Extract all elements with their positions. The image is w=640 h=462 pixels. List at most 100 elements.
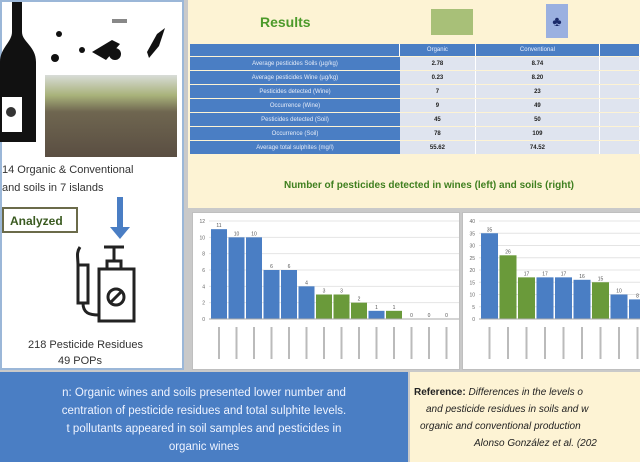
data-label: 17	[542, 271, 548, 277]
table-row: Occurrence (Soil) 78 109	[190, 127, 640, 140]
table-cell	[600, 71, 640, 84]
results-panel: Results ♣ Organic Conventional Average pe…	[188, 0, 640, 208]
row-label: Occurrence (Soil)	[190, 127, 400, 140]
table-row: Average total sulphites (mg/l) 55.62 74.52	[190, 141, 640, 154]
table-cell: 9	[400, 99, 476, 112]
table-cell	[600, 127, 640, 140]
column-header	[190, 44, 400, 56]
data-label: 15	[598, 276, 604, 282]
bar	[536, 277, 554, 319]
table-row: Occurrence (Wine) 9 49	[190, 99, 640, 112]
results-table: Organic Conventional Average pesticides S…	[190, 43, 640, 155]
conclusion-line: centration of pesticide residues and tot…	[61, 405, 347, 417]
column-header: Conventional	[475, 44, 600, 56]
bar	[368, 310, 385, 319]
y-tick-label: 2	[202, 301, 205, 307]
table-cell: 8.20	[475, 71, 600, 84]
samples-text: 14 Organic & Conventional	[2, 164, 134, 176]
table-cell: 78	[400, 127, 476, 140]
wine-bottle-icon	[0, 2, 36, 142]
row-label: Average pesticides Soils (µg/kg)	[190, 57, 400, 70]
reference-box: Reference: Differences in the levels o a…	[410, 372, 640, 462]
conclusion-line: organic wines	[168, 441, 240, 453]
bar	[629, 299, 640, 319]
bar	[481, 233, 498, 319]
table-cell	[600, 85, 640, 98]
bar	[499, 255, 517, 319]
table-cell: 7	[400, 85, 476, 98]
samples-text-2: and soils in 7 islands	[2, 182, 104, 194]
reference-line: and pesticide residues in soils and w	[426, 404, 589, 415]
row-label: Occurrence (Wine)	[190, 99, 400, 112]
table-row: Average pesticides Soils (µg/kg) 2.78 8.74	[190, 57, 640, 70]
pops-count: 49 POPs	[58, 355, 103, 367]
data-label: 0	[428, 313, 431, 319]
table-cell	[600, 99, 640, 112]
vineyard-photo	[45, 75, 177, 157]
y-tick-label: 30	[469, 244, 475, 250]
column-header	[600, 44, 640, 56]
data-label: 4	[305, 280, 308, 286]
data-label: 35	[487, 227, 493, 233]
y-tick-label: 35	[469, 231, 475, 237]
table-cell	[600, 113, 640, 126]
grape-logo: ♣	[546, 4, 568, 38]
residues-count: 218 Pesticide Residues	[28, 339, 143, 351]
data-label: 10	[616, 289, 622, 295]
table-cell: 2.78	[400, 57, 476, 70]
reference-line: organic and conventional production	[420, 421, 581, 432]
bar	[518, 277, 535, 319]
conclusion-line: n: Organic wines and soils presented low…	[62, 387, 346, 399]
data-label: 1	[393, 305, 396, 311]
data-label: 6	[270, 264, 273, 270]
y-tick-label: 8	[202, 252, 205, 258]
data-label: 10	[234, 231, 240, 237]
data-label: 10	[251, 231, 257, 237]
data-label: 2	[358, 297, 361, 303]
data-label: 1	[375, 305, 378, 311]
bar	[228, 237, 245, 319]
y-tick-label: 15	[469, 280, 475, 286]
data-label: 26	[505, 249, 511, 255]
table-cell: 8.74	[475, 57, 600, 70]
bar	[281, 270, 297, 319]
arrow-down-icon	[110, 197, 130, 239]
y-tick-label: 40	[469, 219, 475, 225]
bar	[351, 302, 367, 319]
y-tick-label: 10	[199, 235, 205, 241]
reference-label: Reference:	[414, 387, 466, 398]
data-label: 3	[323, 289, 326, 295]
bar	[573, 279, 591, 319]
conclusion-line: t pollutants appeared in soil samples an…	[66, 423, 342, 435]
y-tick-label: 10	[469, 293, 475, 299]
table-cell: 109	[475, 127, 600, 140]
table-cell: 49	[475, 99, 600, 112]
data-label: 17	[524, 271, 530, 277]
bar	[592, 282, 609, 319]
pesticide-sprayer-icon	[76, 245, 136, 323]
row-label: Pesticides detected (Soil)	[190, 113, 400, 126]
table-cell: 0.23	[400, 71, 476, 84]
bar	[211, 229, 227, 319]
row-label: Average pesticides Wine (µg/kg)	[190, 71, 400, 84]
canary-islands-map	[51, 19, 165, 62]
table-cell: 45	[400, 113, 476, 126]
bar	[386, 310, 402, 319]
bar	[246, 237, 262, 319]
methods-panel: 14 Organic & Conventional and soils in 7…	[0, 0, 184, 370]
chart-title: Number of pesticides detected in wines (…	[283, 180, 575, 191]
y-tick-label: 25	[469, 256, 475, 262]
organic-eu-logo	[431, 9, 473, 35]
bar	[333, 294, 350, 319]
data-label: 17	[561, 271, 567, 277]
analyzed-label: Analyzed	[2, 207, 78, 233]
bar	[610, 294, 628, 319]
table-cell	[600, 57, 640, 70]
data-label: 3	[340, 289, 343, 295]
data-label: 8	[636, 293, 639, 299]
bar	[263, 270, 280, 319]
table-row: Average pesticides Wine (µg/kg) 0.23 8.20	[190, 71, 640, 84]
data-label: 0	[445, 313, 448, 319]
conclusion-box: n: Organic wines and soils presented low…	[0, 372, 408, 462]
y-tick-label: 0	[472, 317, 475, 323]
